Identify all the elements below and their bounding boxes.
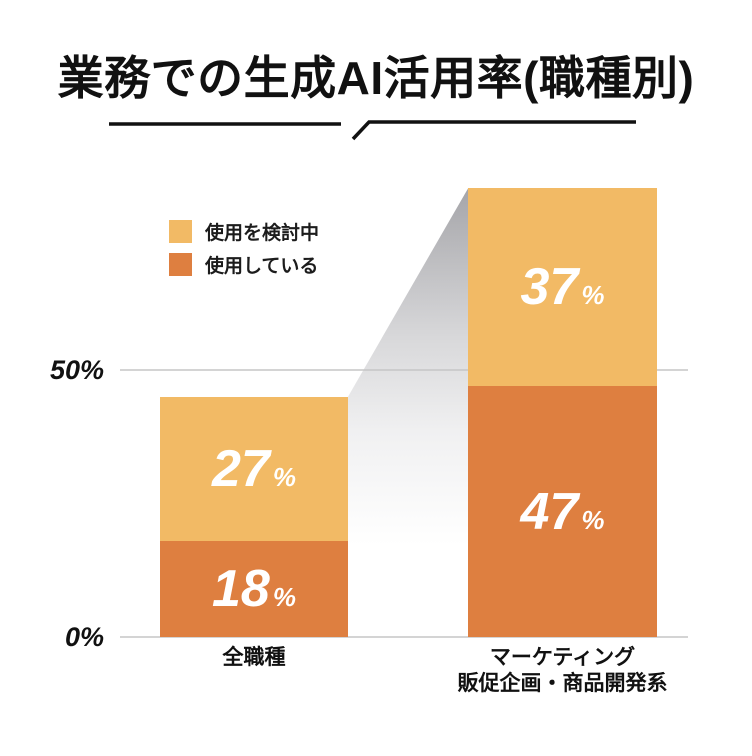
bar-segment-considering: 37% xyxy=(468,188,657,387)
category-label: 全職種 xyxy=(54,645,454,671)
page-title: 業務での生成AI活用率(職種別) xyxy=(57,52,695,104)
bar-segment-using: 47% xyxy=(468,386,657,637)
legend-swatch-considering xyxy=(169,220,192,243)
category-label-line: マーケティング xyxy=(489,646,636,669)
legend: 使用を検討中 使用している xyxy=(169,220,319,286)
category-label-line: 全職種 xyxy=(222,646,286,669)
segment-value-label: 18% xyxy=(212,559,296,618)
bar-segment-considering: 27% xyxy=(160,396,348,541)
segment-value-label: 27% xyxy=(212,439,296,498)
y-tick-label-50: 50% xyxy=(49,355,104,385)
bar-segment-using: 18% xyxy=(160,540,348,637)
title-underline xyxy=(109,120,636,141)
segment-value-label: 47% xyxy=(520,482,605,541)
zoom-beam xyxy=(348,188,468,637)
legend-item-using: 使用している xyxy=(169,253,319,277)
y-tick-label-0: 0% xyxy=(64,622,104,652)
legend-label-using: 使用している xyxy=(205,256,319,277)
category-label: マーケティング販促企画・商品開発系 xyxy=(363,645,752,697)
segment-value-label: 37% xyxy=(520,258,605,317)
legend-item-considering: 使用を検討中 xyxy=(169,220,320,244)
legend-swatch-using xyxy=(169,253,192,276)
legend-label-considering: 使用を検討中 xyxy=(205,223,320,244)
category-label-line: 販促企画・商品開発系 xyxy=(457,672,668,695)
title-underline-slash-right xyxy=(351,120,636,141)
